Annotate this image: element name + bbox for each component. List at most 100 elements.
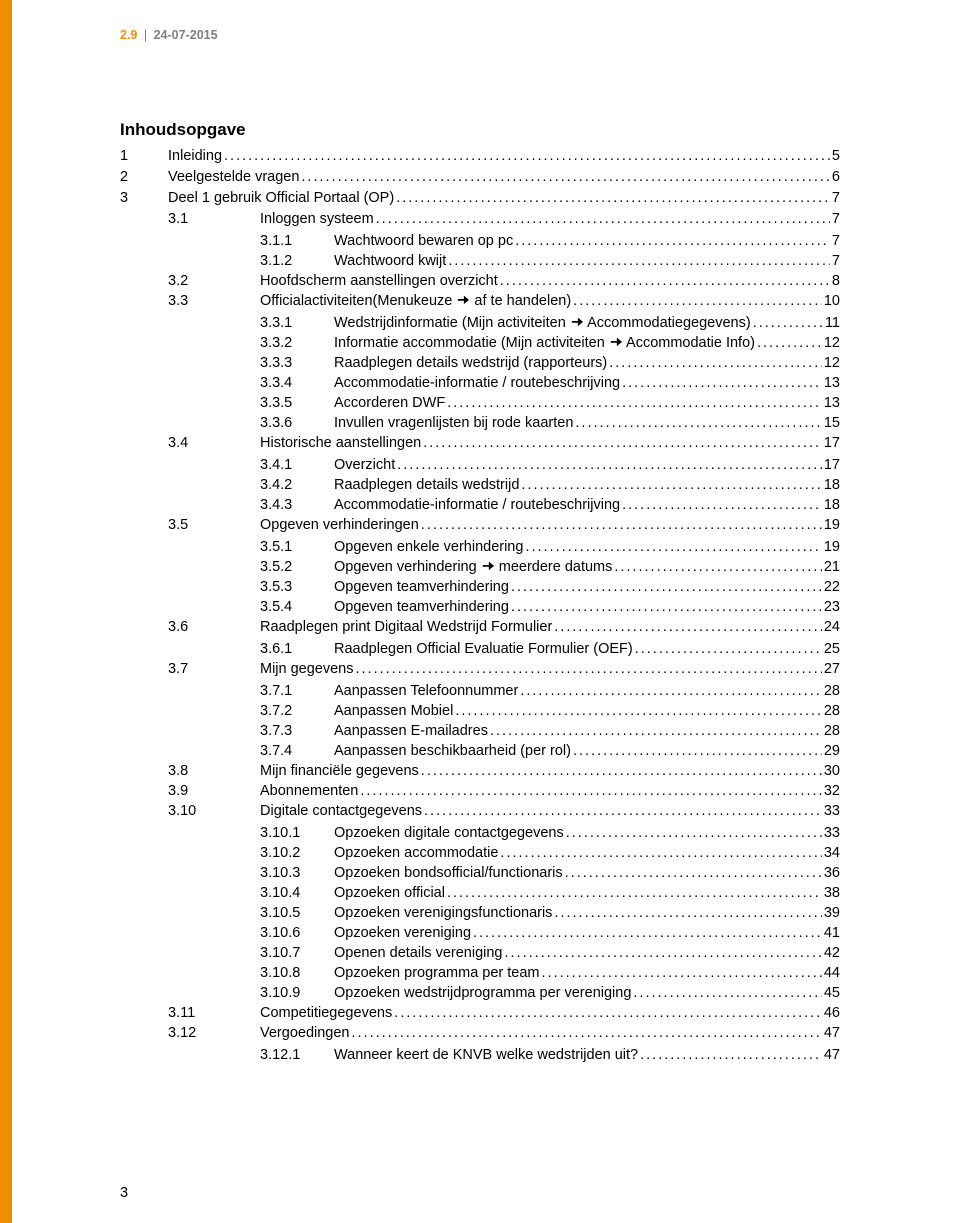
toc-entry[interactable]: 3.11Competitiegegevens46: [168, 1003, 840, 1023]
toc-leader-dots: [511, 577, 822, 597]
toc-leader-dots: [504, 943, 821, 963]
toc-entry[interactable]: 3.10.1Opzoeken digitale contactgegevens3…: [260, 823, 840, 843]
arrow-right-icon: [481, 559, 495, 573]
toc-entry-text: Opgeven teamverhindering: [334, 597, 509, 617]
toc-entry-number: 3.6.1: [260, 639, 334, 659]
toc-entry-text: Deel 1 gebruik Official Portaal (OP): [168, 188, 394, 208]
toc-leader-dots: [753, 313, 823, 333]
toc-entry-page: 13: [824, 373, 840, 393]
toc-leader-dots: [490, 721, 822, 741]
toc-leader-dots: [520, 681, 822, 701]
toc-entry[interactable]: 3.7.1Aanpassen Telefoonnummer28: [260, 681, 840, 701]
toc-entry-page: 45: [824, 983, 840, 1003]
toc-entry-text: Aanpassen E-mailadres: [334, 721, 488, 741]
header-separator: |: [144, 28, 147, 42]
toc-entry[interactable]: 3.10.3Opzoeken bondsofficial/functionari…: [260, 863, 840, 883]
toc-entry[interactable]: 3.4.3Accommodatie-informatie / routebesc…: [260, 495, 840, 515]
toc-entry-number: 3.10.3: [260, 863, 334, 883]
toc-entry[interactable]: 3.12.1Wanneer keert de KNVB welke wedstr…: [260, 1045, 840, 1065]
toc-entry-page: 19: [824, 537, 840, 557]
toc-entry-number: 3.10.1: [260, 823, 334, 843]
toc-entry[interactable]: 3.3.6Invullen vragenlijsten bij rode kaa…: [260, 413, 840, 433]
toc-entry[interactable]: 1Inleiding5: [120, 146, 840, 166]
toc-entry[interactable]: 3.10.8Opzoeken programma per team44: [260, 963, 840, 983]
toc-entry[interactable]: 3.7.4Aanpassen beschikbaarheid (per rol)…: [260, 741, 840, 761]
toc-entry-text: Opzoeken vereniging: [334, 923, 471, 943]
toc-entry[interactable]: 3.10.9Opzoeken wedstrijdprogramma per ve…: [260, 983, 840, 1003]
toc-entry[interactable]: 3.3.4Accommodatie-informatie / routebesc…: [260, 373, 840, 393]
toc-entry-text: Aanpassen beschikbaarheid (per rol): [334, 741, 571, 761]
toc-entry-page: 34: [824, 843, 840, 863]
toc-leader-dots: [473, 923, 822, 943]
toc-leader-dots: [423, 433, 822, 453]
toc-entry-text: Opzoeken programma per team: [334, 963, 540, 983]
toc-entry-text: Wachtwoord bewaren op pc: [334, 231, 513, 251]
toc-entry[interactable]: 3.5.3Opgeven teamverhindering22: [260, 577, 840, 597]
toc-entry[interactable]: 3.7.2Aanpassen Mobiel28: [260, 701, 840, 721]
toc-entry-number: 3.4.3: [260, 495, 334, 515]
toc-entry[interactable]: 3.6Raadplegen print Digitaal Wedstrijd F…: [168, 617, 840, 637]
toc-entry[interactable]: 3.5.2Opgeven verhindering meerdere datum…: [260, 557, 840, 577]
toc-entry[interactable]: 3.1.2Wachtwoord kwijt7: [260, 251, 840, 271]
toc-entry[interactable]: 3.9Abonnementen32: [168, 781, 840, 801]
toc-entry-number: 3.9: [168, 781, 260, 801]
toc-entry[interactable]: 3.3.1Wedstrijdinformatie (Mijn activitei…: [260, 313, 840, 333]
toc-entry-page: 28: [824, 701, 840, 721]
toc-entry[interactable]: 3.3.2Informatie accommodatie (Mijn activ…: [260, 333, 840, 353]
toc-entry[interactable]: 3Deel 1 gebruik Official Portaal (OP)7: [120, 188, 840, 208]
toc-leader-dots: [455, 701, 822, 721]
toc-leader-dots: [396, 188, 830, 208]
toc-entry[interactable]: 3.10.4Opzoeken official38: [260, 883, 840, 903]
toc-entry-page: 33: [824, 801, 840, 821]
toc-leader-dots: [635, 639, 822, 659]
toc-entry[interactable]: 3.3.3Raadplegen details wedstrijd (rappo…: [260, 353, 840, 373]
toc-entry-text: Wanneer keert de KNVB welke wedstrijden …: [334, 1045, 638, 1065]
toc-entry[interactable]: 3.10.6Opzoeken vereniging41: [260, 923, 840, 943]
toc-entry-number: 3.10.8: [260, 963, 334, 983]
toc-entry-number: 3.10.9: [260, 983, 334, 1003]
toc-entry-page: 30: [824, 761, 840, 781]
toc-entry[interactable]: 3.4Historische aanstellingen17: [168, 433, 840, 453]
toc-entry-number: 3.7: [168, 659, 260, 679]
toc-entry[interactable]: 3.1.1Wachtwoord bewaren op pc7: [260, 231, 840, 251]
toc-entry-page: 7: [832, 188, 840, 208]
toc-entry[interactable]: 3.10.2Opzoeken accommodatie34: [260, 843, 840, 863]
toc-entry[interactable]: 3.12Vergoedingen47: [168, 1023, 840, 1043]
toc-entry-number: 3.12.1: [260, 1045, 334, 1065]
toc-entry[interactable]: 3.3.5Accorderen DWF13: [260, 393, 840, 413]
arrow-right-icon: [456, 293, 470, 307]
toc-entry[interactable]: 3.5.4Opgeven teamverhindering23: [260, 597, 840, 617]
toc-entry-text: Opgeven verhindering meerdere datums: [334, 557, 612, 577]
toc-entry[interactable]: 3.10.5Opzoeken verenigingsfunctionaris39: [260, 903, 840, 923]
toc-entry[interactable]: 2Veelgestelde vragen6: [120, 167, 840, 187]
toc-entry-number: 3.5.1: [260, 537, 334, 557]
page-root: 2.9 | 24-07-2015 Inhoudsopgave 1Inleidin…: [0, 0, 960, 1223]
toc-entry-text: Aanpassen Mobiel: [334, 701, 453, 721]
toc-entry[interactable]: 3.8Mijn financiële gegevens30: [168, 761, 840, 781]
toc-entry[interactable]: 3.4.2Raadplegen details wedstrijd18: [260, 475, 840, 495]
toc-leader-dots: [575, 413, 821, 433]
toc-entry[interactable]: 3.5Opgeven verhinderingen19: [168, 515, 840, 535]
toc-entry-text: Veelgestelde vragen: [168, 167, 299, 187]
toc-entry[interactable]: 3.10.7Openen details vereniging42: [260, 943, 840, 963]
toc-entry-text: Digitale contactgegevens: [260, 801, 422, 821]
toc-entry[interactable]: 3.7.3Aanpassen E-mailadres28: [260, 721, 840, 741]
toc-entry[interactable]: 3.7Mijn gegevens27: [168, 659, 840, 679]
toc-entry[interactable]: 3.10Digitale contactgegevens33: [168, 801, 840, 821]
toc-entry-page: 11: [825, 313, 840, 333]
toc-entry-number: 2: [120, 167, 168, 187]
toc-entry[interactable]: 3.1Inloggen systeem7: [168, 209, 840, 229]
toc-leader-dots: [633, 983, 821, 1003]
toc-entry[interactable]: 3.2Hoofdscherm aanstellingen overzicht8: [168, 271, 840, 291]
toc-entry-number: 3.7.4: [260, 741, 334, 761]
toc-entry-page: 47: [824, 1023, 840, 1043]
toc-leader-dots: [565, 863, 822, 883]
toc-entry-number: 3.4: [168, 433, 260, 453]
toc-entry-number: 3.10.4: [260, 883, 334, 903]
toc-entry[interactable]: 3.5.1Opgeven enkele verhindering19: [260, 537, 840, 557]
toc-leader-dots: [521, 475, 821, 495]
toc-entry[interactable]: 3.3Officialactiviteiten(Menukeuze af te …: [168, 291, 840, 311]
toc-entry-page: 28: [824, 681, 840, 701]
toc-entry[interactable]: 3.6.1Raadplegen Official Evaluatie Formu…: [260, 639, 840, 659]
toc-entry[interactable]: 3.4.1Overzicht17: [260, 455, 840, 475]
